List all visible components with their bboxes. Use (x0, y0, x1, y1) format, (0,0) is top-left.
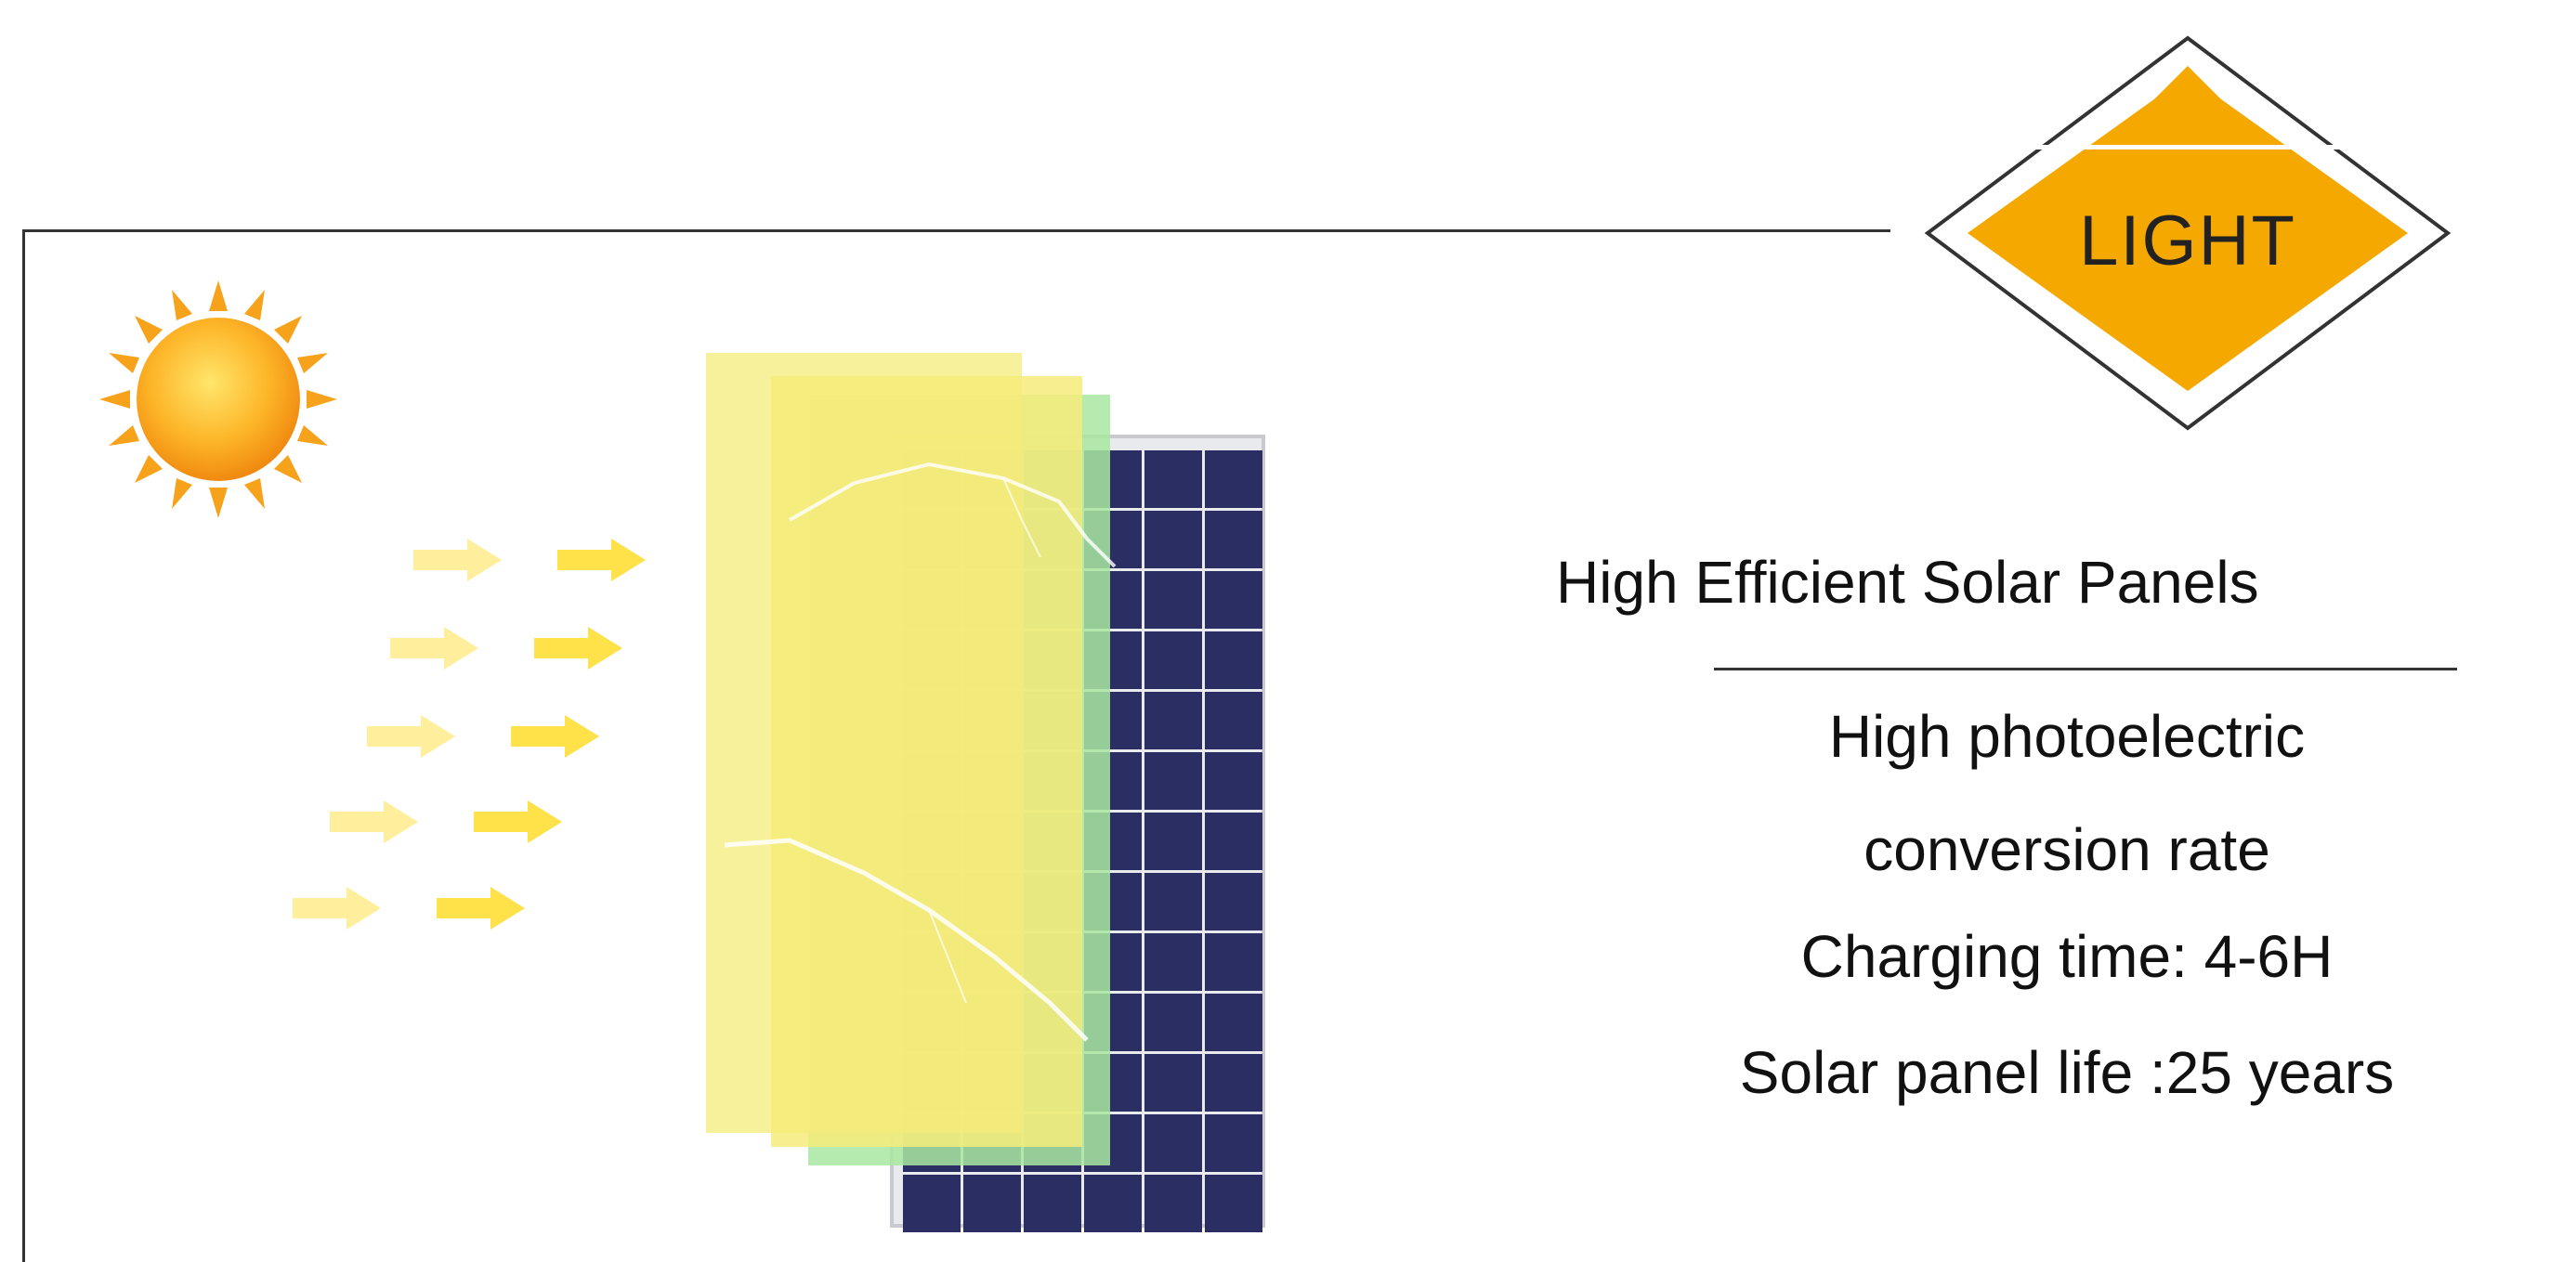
solar-cell (963, 1175, 1021, 1232)
solar-cell (1205, 631, 1262, 689)
arrow-right-icon (437, 887, 525, 930)
light-badge: LIGHT (1923, 33, 2452, 433)
arrow-right-icon (511, 715, 599, 758)
solar-cell (1205, 1175, 1262, 1232)
spec-line-panel-life: Solar panel life :25 years (1739, 1039, 2395, 1106)
solar-cell (1144, 692, 1202, 749)
arrow-right-icon (390, 627, 478, 670)
spec-line-conversion: conversion rate (1863, 816, 2270, 883)
arrow-right-icon (557, 539, 646, 581)
badge-label: LIGHT (2079, 202, 2296, 280)
solar-cell (1144, 1114, 1202, 1172)
solar-cell (1144, 1054, 1202, 1112)
solar-cell (1205, 933, 1262, 991)
spec-line-photoelectric: High photoelectric (1828, 703, 2306, 770)
solar-cell (1205, 994, 1262, 1051)
solar-cell (1205, 450, 1262, 508)
solar-cell (1205, 1054, 1262, 1112)
frame-border-top (22, 229, 1890, 232)
solar-cell (1024, 1175, 1081, 1232)
solar-cell (1144, 450, 1202, 508)
spec-divider (1714, 668, 2457, 670)
frame-border-left (22, 229, 25, 1262)
light-arrows (279, 539, 669, 966)
solar-panel-icon (687, 353, 1635, 1244)
solar-cell (1144, 933, 1202, 991)
solar-cell (1205, 813, 1262, 870)
solar-cell (1205, 873, 1262, 930)
solar-cell (1144, 511, 1202, 568)
arrow-right-icon (293, 887, 381, 930)
sun-icon (65, 279, 372, 520)
spec-line-charging-time: Charging time: 4-6H (1800, 923, 2334, 990)
arrow-right-icon (367, 715, 455, 758)
solar-cell (1205, 692, 1262, 749)
solar-cell (1144, 873, 1202, 930)
solar-cell (1084, 1175, 1142, 1232)
solar-cell (903, 1175, 961, 1232)
solar-cell (1205, 511, 1262, 568)
solar-cell (1205, 1114, 1262, 1172)
solar-cell (1144, 1175, 1202, 1232)
solar-cell (1144, 571, 1202, 629)
arrow-right-icon (413, 539, 502, 581)
solar-cell (1205, 571, 1262, 629)
solar-cell (1144, 813, 1202, 870)
solar-cell (1205, 752, 1262, 810)
diamond-sign-icon (1924, 35, 2452, 431)
solar-cell (1144, 752, 1202, 810)
arrow-right-icon (474, 800, 562, 843)
solar-cell (1144, 994, 1202, 1051)
spec-title: High Efficient Solar Panels (1556, 549, 2259, 616)
arrow-right-icon (330, 800, 418, 843)
solar-cell (1144, 631, 1202, 689)
arrow-right-icon (534, 627, 622, 670)
